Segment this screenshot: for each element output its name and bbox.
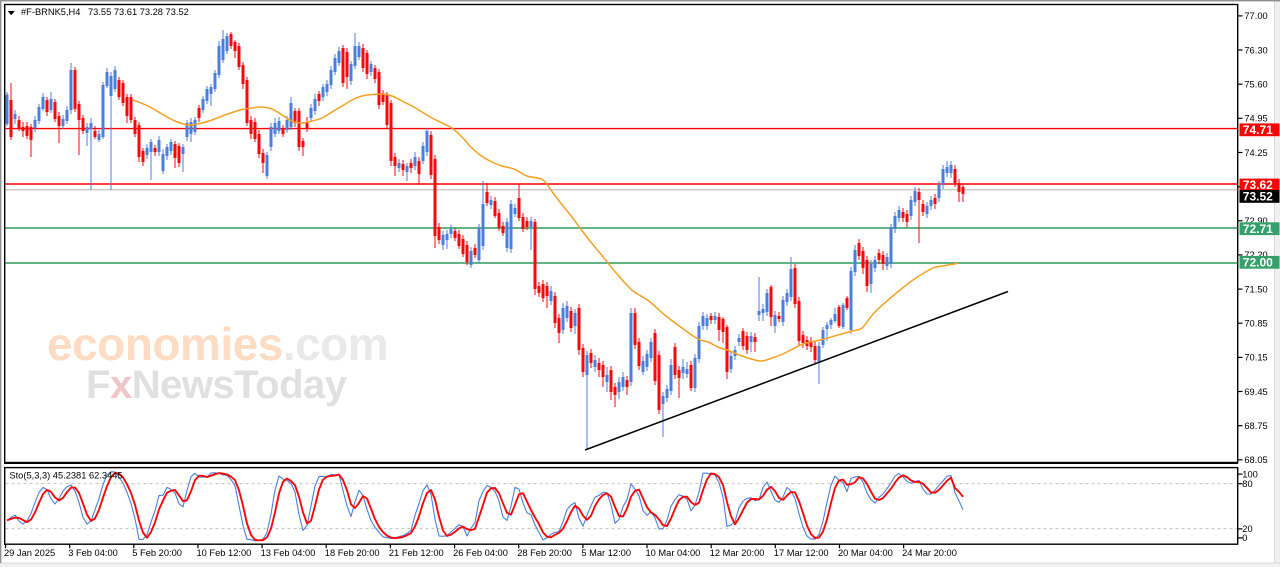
- svg-text:80: 80: [1242, 479, 1252, 489]
- svg-text:74.25: 74.25: [1244, 148, 1267, 158]
- svg-text:73.55 73.61 73.28 73.52: 73.55 73.61 73.28 73.52: [88, 7, 189, 17]
- svg-text:68.75: 68.75: [1244, 421, 1267, 431]
- svg-text:72.00: 72.00: [1243, 256, 1273, 270]
- svg-text:Sto(5,3,3) 45.2381 62.3445: Sto(5,3,3) 45.2381 62.3445: [9, 471, 122, 481]
- svg-text:73.62: 73.62: [1243, 178, 1273, 192]
- svg-text:77.00: 77.00: [1244, 11, 1267, 21]
- svg-text:72.20: 72.20: [1244, 250, 1267, 260]
- svg-text:17 Mar 12:00: 17 Mar 12:00: [774, 548, 829, 558]
- svg-text:12 Mar 20:00: 12 Mar 20:00: [710, 548, 765, 558]
- svg-text:72.71: 72.71: [1243, 222, 1273, 236]
- svg-text:72.90: 72.90: [1244, 216, 1267, 226]
- svg-text:economies.com: economies.com: [47, 318, 388, 370]
- svg-text:24 Mar 20:00: 24 Mar 20:00: [902, 548, 957, 558]
- svg-text:26 Feb 04:00: 26 Feb 04:00: [453, 548, 508, 558]
- svg-text:73.52: 73.52: [1243, 190, 1273, 204]
- svg-text:3 Feb 04:00: 3 Feb 04:00: [68, 548, 118, 558]
- svg-text:29 Jan 2025: 29 Jan 2025: [4, 548, 55, 558]
- svg-text:70.15: 70.15: [1244, 353, 1267, 363]
- svg-text:74.95: 74.95: [1244, 114, 1267, 124]
- svg-text:10 Mar 04:00: 10 Mar 04:00: [646, 548, 701, 558]
- svg-text:69.45: 69.45: [1244, 387, 1267, 397]
- svg-text:0: 0: [1242, 533, 1247, 543]
- svg-text:20: 20: [1242, 524, 1252, 534]
- svg-text:FxNewsToday: FxNewsToday: [86, 363, 348, 407]
- svg-text:74.71: 74.71: [1243, 123, 1273, 137]
- svg-text:10 Feb 12:00: 10 Feb 12:00: [197, 548, 252, 558]
- svg-text:5 Mar 12:00: 5 Mar 12:00: [581, 548, 631, 558]
- svg-text:70.85: 70.85: [1244, 319, 1267, 329]
- svg-text:28 Feb 20:00: 28 Feb 20:00: [517, 548, 572, 558]
- svg-text:18 Feb 20:00: 18 Feb 20:00: [325, 548, 380, 558]
- svg-text:5 Feb 20:00: 5 Feb 20:00: [132, 548, 182, 558]
- svg-text:21 Feb 12:00: 21 Feb 12:00: [389, 548, 444, 558]
- svg-text:#F-BRNK5,H4: #F-BRNK5,H4: [21, 7, 80, 17]
- svg-text:68.05: 68.05: [1244, 455, 1267, 465]
- svg-text:76.30: 76.30: [1244, 45, 1267, 55]
- svg-text:20 Mar 04:00: 20 Mar 04:00: [838, 548, 893, 558]
- svg-text:100: 100: [1242, 469, 1258, 479]
- svg-text:71.50: 71.50: [1244, 284, 1267, 294]
- svg-text:13 Feb 04:00: 13 Feb 04:00: [261, 548, 316, 558]
- svg-text:75.60: 75.60: [1244, 80, 1267, 90]
